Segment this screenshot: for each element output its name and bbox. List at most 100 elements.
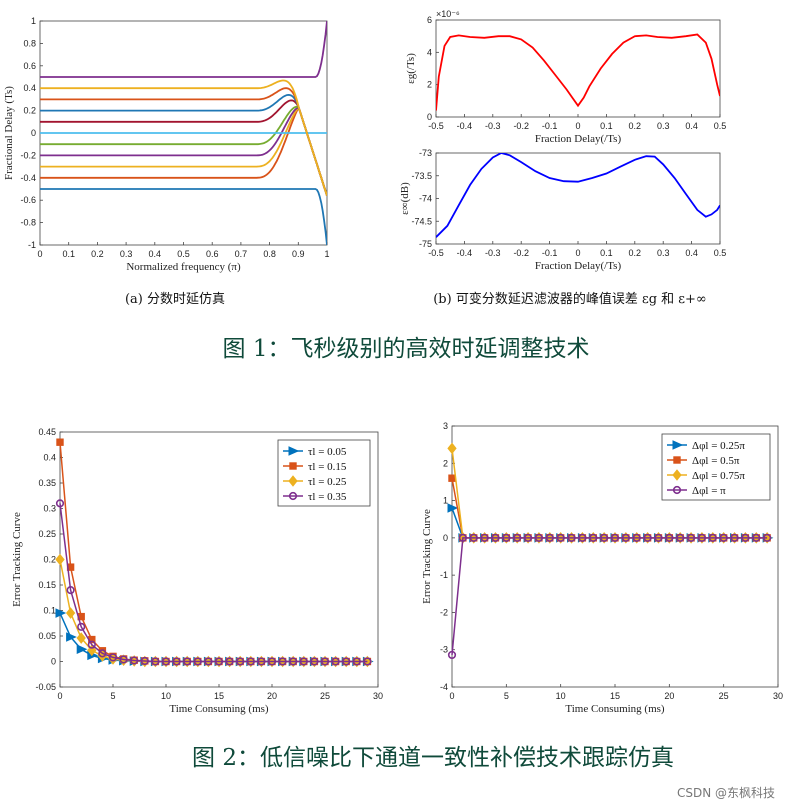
- x-tick-label: 25: [320, 691, 330, 701]
- y-tick-label: 2: [427, 80, 432, 90]
- y-tick-label: -1: [440, 570, 448, 580]
- circle-marker: [708, 533, 717, 542]
- circle-marker: [480, 533, 489, 542]
- y-axis-label: Error Tracking Curve: [11, 512, 23, 607]
- y-tick-label: -3: [440, 645, 448, 655]
- y-axis-label: ε∞(dB): [399, 182, 411, 215]
- caption-b: (b) 可变分数延迟滤波器的峰值误差 εg 和 ε+∞: [433, 291, 707, 307]
- circle-marker: [610, 533, 620, 542]
- circle-marker: [534, 533, 544, 542]
- y-tick-label: 1: [31, 16, 36, 26]
- x-tick-label: 0.4: [685, 248, 698, 258]
- x-tick-label: 30: [373, 691, 383, 701]
- diamond-marker: [65, 607, 76, 619]
- y-tick-label: -1: [28, 240, 36, 250]
- circle-marker: [257, 657, 266, 666]
- circle-marker: [108, 653, 118, 662]
- delay-series-line: [40, 99, 327, 196]
- triangle-marker: [288, 446, 300, 456]
- delay-series-line: [40, 87, 327, 196]
- x-tick-label: 5: [110, 691, 115, 701]
- legend: τl = 0.05 τl = 0.15 τl = 0.25 τl = 0.35: [277, 439, 371, 507]
- y-tick-label: 0.2: [23, 106, 36, 116]
- x-tick-label: -0.4: [457, 248, 473, 258]
- y-tick-label: -75: [419, 239, 432, 249]
- circle-marker: [469, 533, 478, 542]
- x-tick-label: 0.6: [206, 249, 219, 259]
- x-tick-label: 15: [610, 691, 620, 701]
- x-tick-label: 0: [575, 121, 580, 131]
- y-tick-label: -0.05: [35, 682, 56, 692]
- y-tick-label: 0.6: [23, 61, 36, 71]
- y-tick-label: 0.15: [38, 580, 56, 590]
- x-tick-label: 0.4: [685, 121, 698, 131]
- x-tick-label: 0.5: [714, 121, 727, 131]
- x-tick-label: 0: [575, 248, 580, 258]
- legend-label: τl = 0.25: [308, 476, 347, 488]
- circle-marker: [98, 649, 107, 658]
- diamond-marker: [672, 469, 682, 481]
- circle-marker: [288, 491, 298, 501]
- figure1-caption: 图 1：飞秒级别的高效时延调整技术: [223, 336, 590, 362]
- x-tick-label: 0.1: [600, 121, 613, 131]
- y-axis-label: Error Tracking Curve: [421, 509, 433, 604]
- x-tick-label: 0.1: [600, 248, 613, 258]
- circle-marker: [632, 533, 641, 542]
- legend-label: Δφl = 0.75π: [692, 470, 745, 482]
- circle-marker: [665, 533, 674, 542]
- y-tick-label: -74: [419, 194, 432, 204]
- circle-marker: [172, 657, 181, 666]
- circle-marker: [77, 622, 86, 631]
- y-tick-label: 0.05: [38, 631, 56, 641]
- circle-marker: [310, 657, 319, 666]
- x-tick-label: -0.3: [485, 121, 501, 131]
- x-tick-label: 0.7: [235, 249, 248, 259]
- y-tick-label: 3: [443, 421, 448, 431]
- y-axis-label: Fractional Delay (Ts): [3, 86, 15, 180]
- circle-marker: [342, 657, 351, 666]
- x-axis-label: Normalized frequency (π): [126, 261, 241, 273]
- tracking-tau-axes: 0 5 10 15 20 25 30-0.0500.050.10.150.20.250.30…: [11, 427, 383, 715]
- y-tick-label: -0.6: [20, 195, 36, 205]
- circle-marker: [130, 656, 139, 665]
- x-tick-label: 5: [504, 691, 509, 701]
- circle-marker: [763, 533, 772, 542]
- y-tick-label: 0: [443, 533, 448, 543]
- diamond-marker: [55, 553, 65, 566]
- y-tick-label: 0.35: [38, 478, 56, 488]
- y-tick-label: 0.1: [43, 606, 56, 616]
- x-tick-label: 0: [57, 691, 62, 701]
- circle-marker: [278, 657, 287, 666]
- circle-marker: [236, 657, 245, 666]
- circle-marker: [225, 657, 234, 666]
- fractional-delay-axes: 0 0.1 0.2 0.3 0.4 0.5 0.6 0.7 0.8 0.9 1 -1 -0.8 -0.6 -…: [3, 16, 330, 273]
- circle-marker: [556, 533, 565, 542]
- plots-group: 0 0.1 0.2 0.3 0.4 0.5 0.6 0.7 0.8 0.9 1 -1 -0.8 -0.6 -…: [3, 9, 783, 715]
- circle-marker: [567, 533, 576, 542]
- x-tick-label: 0.2: [91, 249, 104, 259]
- x-tick-label: 0.3: [657, 248, 670, 258]
- y-tick-label: 0.3: [43, 504, 56, 514]
- circle-marker: [363, 657, 372, 666]
- peak-error-g-frame: [435, 19, 721, 118]
- y-tick-label: 4: [427, 47, 432, 57]
- y-tick-label: -73.5: [411, 171, 432, 181]
- circle-marker: [719, 533, 728, 542]
- y-tick-label: 0.25: [38, 529, 56, 539]
- circle-marker: [119, 655, 128, 664]
- y-tick-label: 0.2: [43, 555, 56, 565]
- triangle-marker: [672, 440, 684, 450]
- triangle-marker: [66, 632, 77, 642]
- peak-error-g-axes: -0.5 -0.4 -0.3 -0.2 -0.1 0 0.1 0.2 0.3 0.4 0.5 0 2 4 6…: [405, 9, 726, 145]
- legend-label: τl = 0.05: [308, 446, 347, 458]
- circle-marker: [161, 657, 171, 666]
- y-tick-label: 0.4: [23, 83, 36, 93]
- triangle-marker: [55, 608, 67, 618]
- x-tick-label: 15: [214, 691, 224, 701]
- x-tick-label: 0: [449, 691, 454, 701]
- x-axis-label: Time Consuming (ms): [169, 703, 269, 715]
- circle-marker: [491, 533, 500, 542]
- y-tick-label: -73: [419, 148, 432, 158]
- circle-marker: [513, 533, 522, 542]
- y-tick-label: 0.4: [43, 453, 56, 463]
